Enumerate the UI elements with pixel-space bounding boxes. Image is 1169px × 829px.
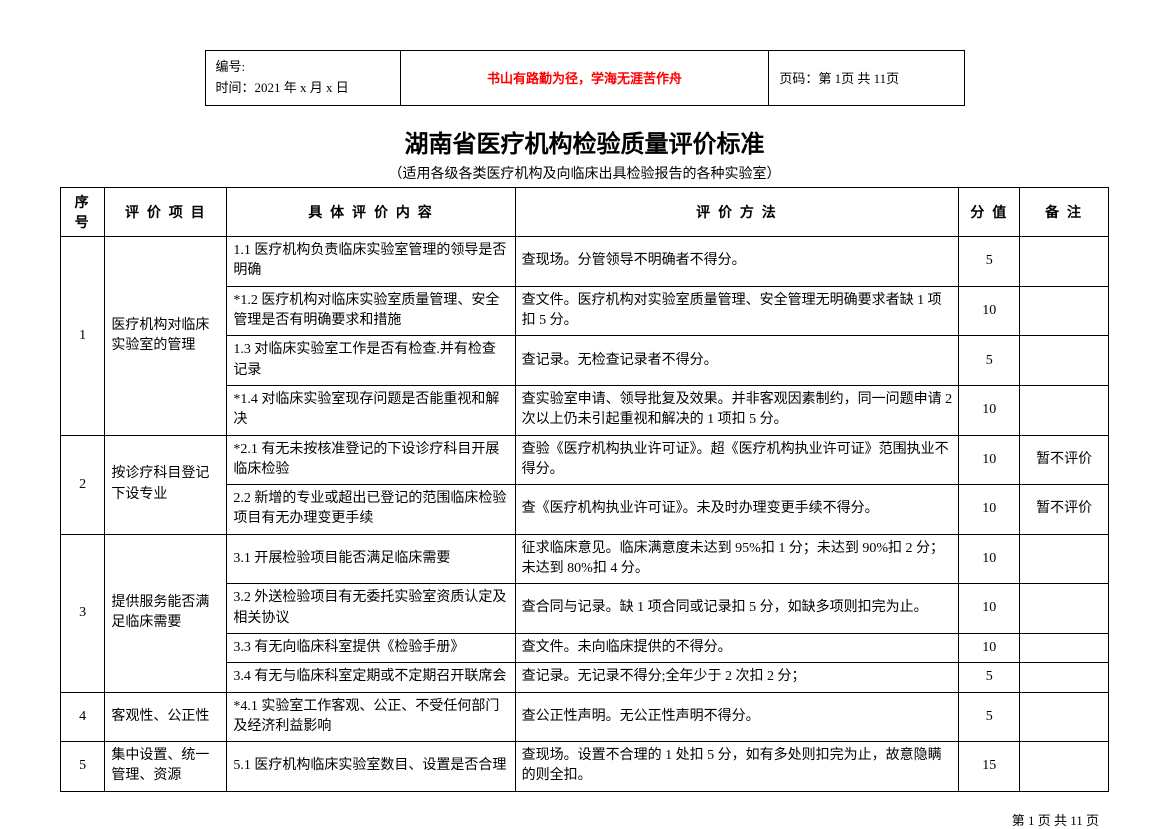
- col-score: 分 值: [959, 187, 1020, 237]
- score-cell: 10: [959, 385, 1020, 435]
- score-cell: 5: [959, 237, 1020, 287]
- doc-id-label: 编号:: [216, 57, 390, 78]
- header-motto: 书山有路勤为径，学海无涯苦作舟: [400, 51, 769, 106]
- method-cell: 征求临床意见。临床满意度未达到 95%扣 1 分；未达到 90%扣 2 分；未达…: [515, 534, 959, 584]
- content-cell: 1.1 医疗机构负责临床实验室管理的领导是否明确: [227, 237, 515, 287]
- score-cell: 10: [959, 584, 1020, 634]
- seq-cell: 1: [61, 237, 105, 435]
- seq-cell: 3: [61, 534, 105, 692]
- doc-subtitle: （适用各级各类医疗机构及向临床出具检验报告的各种实验室）: [60, 163, 1109, 183]
- seq-cell: 5: [61, 742, 105, 792]
- method-cell: 查记录。无检查记录者不得分。: [515, 336, 959, 386]
- method-cell: 查文件。未向临床提供的不得分。: [515, 633, 959, 662]
- note-cell: [1020, 633, 1109, 662]
- score-cell: 5: [959, 336, 1020, 386]
- method-cell: 查公正性声明。无公正性声明不得分。: [515, 692, 959, 742]
- table-row: 4客观性、公正性*4.1 实验室工作客观、公正、不受任何部门及经济利益影响查公正…: [61, 692, 1109, 742]
- method-cell: 查记录。无记录不得分;全年少于 2 次扣 2 分；: [515, 663, 959, 692]
- method-cell: 查现场。设置不合理的 1 处扣 5 分，如有多处则扣完为止，故意隐瞒的则全扣。: [515, 742, 959, 792]
- method-cell: 查现场。分管领导不明确者不得分。: [515, 237, 959, 287]
- method-cell: 查文件。医疗机构对实验室质量管理、安全管理无明确要求者缺 1 项扣 5 分。: [515, 286, 959, 336]
- table-row: 1医疗机构对临床实验室的管理1.1 医疗机构负责临床实验室管理的领导是否明确查现…: [61, 237, 1109, 287]
- score-cell: 10: [959, 435, 1020, 485]
- doc-header-table: 编号: 时间：2021 年 x 月 x 日 书山有路勤为径，学海无涯苦作舟 页码…: [205, 50, 965, 106]
- note-cell: 暂不评价: [1020, 435, 1109, 485]
- col-note: 备 注: [1020, 187, 1109, 237]
- content-cell: *1.2 医疗机构对临床实验室质量管理、安全管理是否有明确要求和措施: [227, 286, 515, 336]
- col-item: 评 价 项 目: [105, 187, 227, 237]
- header-left-cell: 编号: 时间：2021 年 x 月 x 日: [205, 51, 400, 106]
- note-cell: [1020, 584, 1109, 634]
- doc-title: 湖南省医疗机构检验质量评价标准: [60, 124, 1109, 159]
- content-cell: 5.1 医疗机构临床实验室数目、设置是否合理: [227, 742, 515, 792]
- note-cell: [1020, 663, 1109, 692]
- table-row: 2按诊疗科目登记下设专业*2.1 有无未按核准登记的下设诊疗科目开展临床检验查验…: [61, 435, 1109, 485]
- header-page-label: 页码：第 1页 共 11页: [769, 51, 964, 106]
- note-cell: [1020, 742, 1109, 792]
- evaluation-table: 序号 评 价 项 目 具 体 评 价 内 容 评 价 方 法 分 值 备 注 1…: [60, 187, 1109, 792]
- score-cell: 10: [959, 286, 1020, 336]
- note-cell: [1020, 385, 1109, 435]
- content-cell: 3.1 开展检验项目能否满足临床需要: [227, 534, 515, 584]
- note-cell: [1020, 286, 1109, 336]
- seq-cell: 4: [61, 692, 105, 742]
- score-cell: 15: [959, 742, 1020, 792]
- method-cell: 查合同与记录。缺 1 项合同或记录扣 5 分，如缺多项则扣完为止。: [515, 584, 959, 634]
- item-cell: 提供服务能否满足临床需要: [105, 534, 227, 692]
- col-content: 具 体 评 价 内 容: [227, 187, 515, 237]
- content-cell: 3.3 有无向临床科室提供《检验手册》: [227, 633, 515, 662]
- note-cell: 暂不评价: [1020, 485, 1109, 535]
- score-cell: 5: [959, 663, 1020, 692]
- item-cell: 客观性、公正性: [105, 692, 227, 742]
- table-header-row: 序号 评 价 项 目 具 体 评 价 内 容 评 价 方 法 分 值 备 注: [61, 187, 1109, 237]
- note-cell: [1020, 237, 1109, 287]
- col-seq: 序号: [61, 187, 105, 237]
- doc-date-label: 时间：2021 年 x 月 x 日: [216, 78, 390, 99]
- item-cell: 集中设置、统一管理、资源: [105, 742, 227, 792]
- method-cell: 查《医疗机构执业许可证》。未及时办理变更手续不得分。: [515, 485, 959, 535]
- method-cell: 查实验室申请、领导批复及效果。并非客观因素制约，同一问题申请 2 次以上仍未引起…: [515, 385, 959, 435]
- table-row: 3提供服务能否满足临床需要3.1 开展检验项目能否满足临床需要征求临床意见。临床…: [61, 534, 1109, 584]
- method-cell: 查验《医疗机构执业许可证》。超《医疗机构执业许可证》范围执业不得分。: [515, 435, 959, 485]
- item-cell: 按诊疗科目登记下设专业: [105, 435, 227, 534]
- col-method: 评 价 方 法: [515, 187, 959, 237]
- score-cell: 10: [959, 534, 1020, 584]
- table-row: 5集中设置、统一管理、资源5.1 医疗机构临床实验室数目、设置是否合理查现场。设…: [61, 742, 1109, 792]
- table-body: 1医疗机构对临床实验室的管理1.1 医疗机构负责临床实验室管理的领导是否明确查现…: [61, 237, 1109, 792]
- score-cell: 5: [959, 692, 1020, 742]
- seq-cell: 2: [61, 435, 105, 534]
- content-cell: *4.1 实验室工作客观、公正、不受任何部门及经济利益影响: [227, 692, 515, 742]
- note-cell: [1020, 336, 1109, 386]
- content-cell: 3.2 外送检验项目有无委托实验室资质认定及相关协议: [227, 584, 515, 634]
- item-cell: 医疗机构对临床实验室的管理: [105, 237, 227, 435]
- content-cell: *2.1 有无未按核准登记的下设诊疗科目开展临床检验: [227, 435, 515, 485]
- note-cell: [1020, 534, 1109, 584]
- score-cell: 10: [959, 485, 1020, 535]
- content-cell: 1.3 对临床实验室工作是否有检查.并有检查记录: [227, 336, 515, 386]
- note-cell: [1020, 692, 1109, 742]
- score-cell: 10: [959, 633, 1020, 662]
- content-cell: 2.2 新增的专业或超出已登记的范围临床检验项目有无办理变更手续: [227, 485, 515, 535]
- content-cell: 3.4 有无与临床科室定期或不定期召开联席会: [227, 663, 515, 692]
- content-cell: *1.4 对临床实验室现存问题是否能重视和解决: [227, 385, 515, 435]
